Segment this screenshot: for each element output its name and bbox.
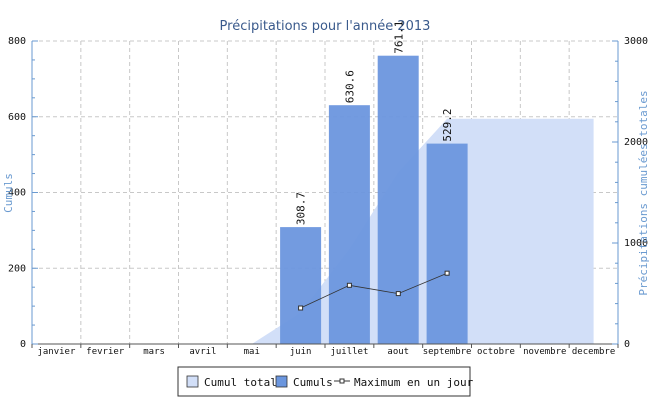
bar-aout — [377, 55, 419, 344]
line-point — [444, 270, 450, 276]
x-tick-label: decembre — [572, 347, 615, 357]
legend-label-maximum: Maximum en un jour — [354, 376, 474, 389]
x-tick-label: janvier — [37, 347, 76, 357]
bar-septembre — [426, 143, 468, 344]
x-tick-label: octobre — [477, 347, 515, 357]
bar-value-label: 761.1 — [392, 21, 405, 54]
line-point — [298, 305, 304, 311]
x-tick-label: novembre — [523, 347, 566, 357]
line-point — [395, 291, 401, 297]
chart-title: Précipitations pour l'année 2013 — [220, 19, 431, 34]
y-axis-left-label: Cumuls — [2, 173, 15, 213]
line-point — [346, 282, 352, 288]
legend-swatch-maximum-marker — [339, 378, 345, 384]
legend-label-cumuls: Cumuls — [293, 376, 333, 389]
y-left-tick-label: 400 — [8, 188, 26, 199]
legend-swatch-cumul-total — [186, 375, 199, 388]
x-tick-label: juillet — [330, 347, 368, 357]
x-tick-label: fevrier — [86, 347, 125, 357]
y-right-tick-label: 2000 — [624, 137, 648, 148]
line-maximum-en-un-jour — [300, 272, 448, 309]
x-tick-label: mai — [244, 347, 260, 357]
y-axis-right-label: Précipitations cumulées totales — [637, 90, 650, 295]
x-tick-label: mars — [143, 347, 165, 357]
x-tick-label: septembre — [423, 347, 472, 357]
x-tick-label: aout — [387, 347, 409, 357]
x-tick-label: juin — [290, 347, 312, 357]
legend-label-cumul-total: Cumul total — [204, 376, 277, 389]
legend-swatch-cumuls — [275, 375, 288, 388]
y-left-tick-label: 800 — [8, 36, 26, 47]
bar-layer: 308.7 630.6 761.1 529.2 — [280, 21, 468, 344]
axes — [31, 40, 619, 348]
line-layer — [298, 270, 450, 311]
bar-value-label: 630.6 — [343, 70, 356, 103]
bar-juin — [280, 227, 322, 344]
y-left-tick-label: 600 — [8, 112, 26, 123]
legend-box — [177, 366, 471, 397]
y-left-tick-label: 0 — [20, 339, 26, 350]
bar-value-label: 308.7 — [295, 192, 308, 225]
legend: Cumul total Cumuls Maximum en un jour — [177, 366, 474, 397]
bar-value-label: 529.2 — [441, 108, 454, 141]
labels-layer: 0 200 400 600 800 0 1000 2000 3000 janvier fevrier… — [8, 36, 648, 357]
y-right-tick-label: 3000 — [624, 36, 648, 47]
y-left-tick-label: 200 — [8, 263, 26, 274]
y-right-tick-label: 0 — [624, 339, 630, 350]
bar-juillet — [328, 105, 370, 344]
y-right-tick-label: 1000 — [624, 238, 648, 249]
x-tick-label: avril — [189, 347, 216, 357]
